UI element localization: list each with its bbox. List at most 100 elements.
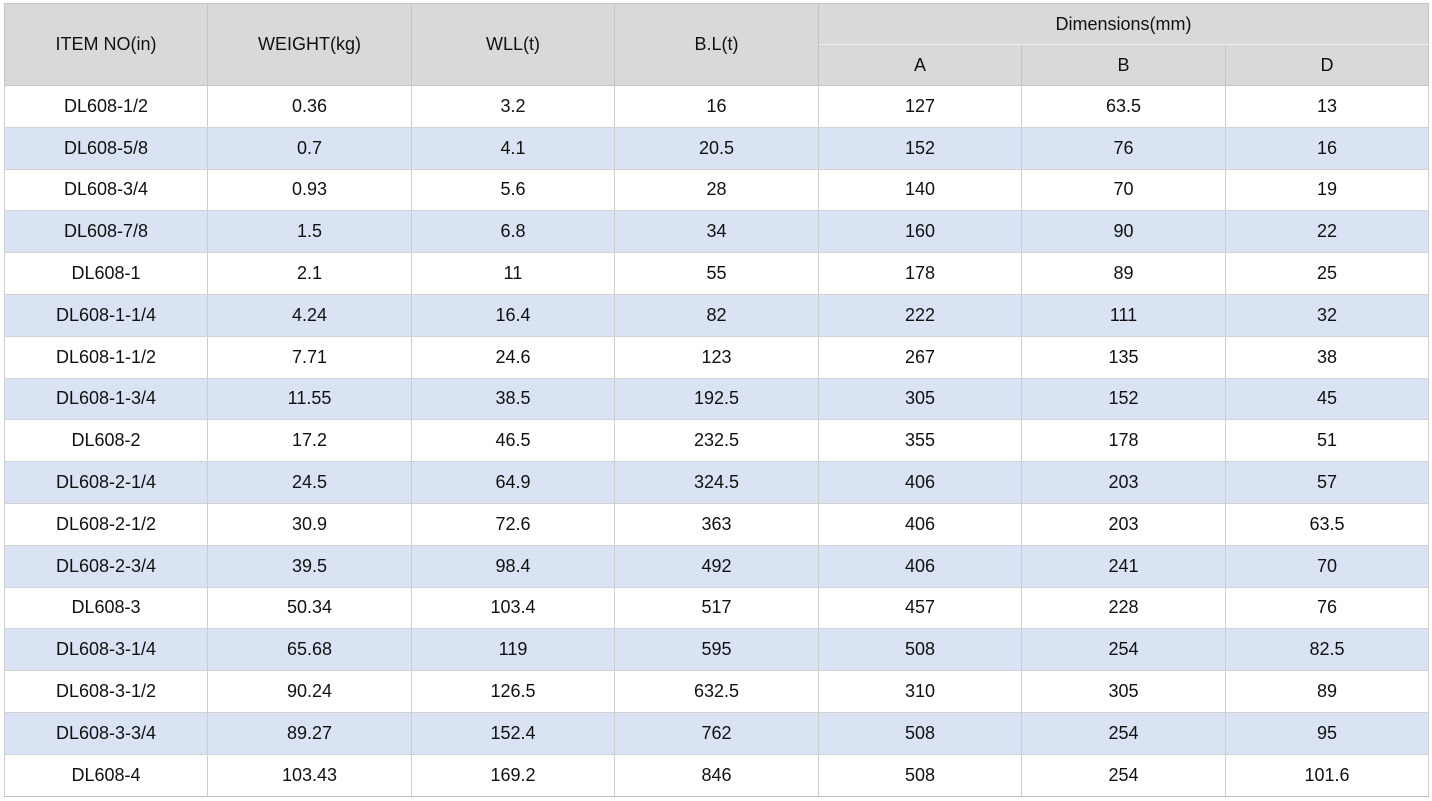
cell-weight: 2.1 bbox=[207, 252, 412, 295]
cell-dim-d: 70 bbox=[1225, 544, 1429, 588]
cell-item-no: DL608-2-1/2 bbox=[4, 502, 208, 546]
header-row-2: A B D bbox=[5, 44, 1429, 86]
cell-breaking-load: 28 bbox=[614, 168, 819, 212]
cell-weight: 30.9 bbox=[207, 502, 412, 546]
cell-wll: 3.2 bbox=[411, 85, 615, 128]
cell-item-no: DL608-3 bbox=[4, 586, 208, 630]
cell-breaking-load: 192.5 bbox=[614, 377, 819, 421]
table-row: DL608-3 50.34 103.4 517 457 228 76 bbox=[4, 586, 1429, 630]
cell-dim-a: 457 bbox=[818, 586, 1022, 630]
cell-dim-b: 203 bbox=[1021, 461, 1226, 504]
table-row: DL608-5/8 0.7 4.1 20.5 152 76 16 bbox=[4, 126, 1429, 170]
cell-dim-d: 22 bbox=[1225, 210, 1429, 254]
cell-dim-a: 222 bbox=[818, 293, 1022, 337]
cell-dim-a: 178 bbox=[818, 252, 1022, 295]
cell-weight: 90.24 bbox=[207, 670, 412, 713]
cell-wll: 11 bbox=[411, 252, 615, 295]
cell-item-no: DL608-4 bbox=[4, 753, 208, 797]
cell-weight: 103.43 bbox=[207, 753, 412, 797]
cell-wll: 38.5 bbox=[411, 377, 615, 421]
table-header: ITEM NO(in) WEIGHT(kg) WLL(t) B.L(t) Dim… bbox=[4, 3, 1429, 86]
header-breaking-load: B.L(t) bbox=[614, 3, 819, 86]
cell-breaking-load: 363 bbox=[614, 502, 819, 546]
table-row: DL608-3/4 0.93 5.6 28 140 70 19 bbox=[4, 168, 1429, 212]
cell-weight: 65.68 bbox=[207, 628, 412, 672]
cell-breaking-load: 517 bbox=[614, 586, 819, 630]
cell-dim-a: 140 bbox=[818, 168, 1022, 212]
cell-weight: 24.5 bbox=[207, 461, 412, 504]
cell-item-no: DL608-2-3/4 bbox=[4, 544, 208, 588]
specification-table: ITEM NO(in) WEIGHT(kg) WLL(t) B.L(t) Dim… bbox=[4, 3, 1429, 797]
cell-wll: 64.9 bbox=[411, 461, 615, 504]
cell-wll: 119 bbox=[411, 628, 615, 672]
cell-dim-b: 90 bbox=[1021, 210, 1226, 254]
cell-weight: 0.93 bbox=[207, 168, 412, 212]
cell-weight: 17.2 bbox=[207, 419, 412, 463]
cell-weight: 0.7 bbox=[207, 126, 412, 170]
cell-breaking-load: 492 bbox=[614, 544, 819, 588]
cell-dim-b: 178 bbox=[1021, 419, 1226, 463]
cell-breaking-load: 632.5 bbox=[614, 670, 819, 713]
cell-breaking-load: 16 bbox=[614, 85, 819, 128]
table-row: DL608-4 103.43 169.2 846 508 254 101.6 bbox=[4, 753, 1429, 797]
cell-dim-d: 13 bbox=[1225, 85, 1429, 128]
cell-dim-a: 267 bbox=[818, 335, 1022, 379]
cell-dim-b: 111 bbox=[1021, 293, 1226, 337]
header-row-1: ITEM NO(in) WEIGHT(kg) WLL(t) B.L(t) Dim… bbox=[4, 3, 1429, 86]
cell-wll: 5.6 bbox=[411, 168, 615, 212]
cell-wll: 4.1 bbox=[411, 126, 615, 170]
cell-breaking-load: 595 bbox=[614, 628, 819, 672]
cell-dim-b: 203 bbox=[1021, 502, 1226, 546]
header-item-no: ITEM NO(in) bbox=[4, 3, 208, 86]
cell-dim-a: 406 bbox=[818, 544, 1022, 588]
cell-dim-a: 127 bbox=[818, 85, 1022, 128]
table-row: DL608-1 2.1 11 55 178 89 25 bbox=[4, 252, 1429, 295]
cell-item-no: DL608-7/8 bbox=[4, 210, 208, 254]
cell-dim-a: 305 bbox=[818, 377, 1022, 421]
cell-item-no: DL608-3/4 bbox=[4, 168, 208, 212]
cell-dim-b: 89 bbox=[1021, 252, 1226, 295]
table-row: DL608-1-1/4 4.24 16.4 82 222 111 32 bbox=[4, 293, 1429, 337]
cell-weight: 4.24 bbox=[207, 293, 412, 337]
cell-weight: 50.34 bbox=[207, 586, 412, 630]
cell-dim-d: 51 bbox=[1225, 419, 1429, 463]
cell-weight: 1.5 bbox=[207, 210, 412, 254]
cell-dim-b: 70 bbox=[1021, 168, 1226, 212]
cell-dim-a: 152 bbox=[818, 126, 1022, 170]
cell-dim-b: 254 bbox=[1021, 711, 1226, 755]
cell-breaking-load: 82 bbox=[614, 293, 819, 337]
cell-item-no: DL608-1-1/4 bbox=[4, 293, 208, 337]
table-row: DL608-3-1/4 65.68 119 595 508 254 82.5 bbox=[4, 628, 1429, 672]
cell-breaking-load: 20.5 bbox=[614, 126, 819, 170]
cell-dim-b: 76 bbox=[1021, 126, 1226, 170]
cell-dim-d: 32 bbox=[1225, 293, 1429, 337]
cell-dim-d: 16 bbox=[1225, 126, 1429, 170]
table-row: DL608-2-1/2 30.9 72.6 363 406 203 63.5 bbox=[4, 502, 1429, 546]
cell-item-no: DL608-2 bbox=[4, 419, 208, 463]
table-row: DL608-7/8 1.5 6.8 34 160 90 22 bbox=[4, 210, 1429, 254]
cell-item-no: DL608-2-1/4 bbox=[4, 461, 208, 504]
cell-dim-d: 95 bbox=[1225, 711, 1429, 755]
cell-wll: 126.5 bbox=[411, 670, 615, 713]
cell-wll: 24.6 bbox=[411, 335, 615, 379]
cell-wll: 103.4 bbox=[411, 586, 615, 630]
cell-dim-b: 305 bbox=[1021, 670, 1226, 713]
cell-dim-a: 508 bbox=[818, 628, 1022, 672]
cell-dim-b: 241 bbox=[1021, 544, 1226, 588]
table-body: DL608-1/2 0.36 3.2 16 127 63.5 13 DL608-5/8 0.7 4… bbox=[4, 85, 1429, 797]
cell-wll: 16.4 bbox=[411, 293, 615, 337]
cell-wll: 46.5 bbox=[411, 419, 615, 463]
header-wll: WLL(t) bbox=[411, 3, 615, 86]
cell-item-no: DL608-1-3/4 bbox=[4, 377, 208, 421]
cell-weight: 0.36 bbox=[207, 85, 412, 128]
cell-dim-b: 254 bbox=[1021, 628, 1226, 672]
spec-table-container: ITEM NO(in) WEIGHT(kg) WLL(t) B.L(t) Dim… bbox=[4, 3, 1429, 797]
cell-item-no: DL608-5/8 bbox=[4, 126, 208, 170]
cell-weight: 11.55 bbox=[207, 377, 412, 421]
header-weight: WEIGHT(kg) bbox=[207, 3, 412, 86]
cell-dim-b: 228 bbox=[1021, 586, 1226, 630]
cell-wll: 6.8 bbox=[411, 210, 615, 254]
cell-wll: 98.4 bbox=[411, 544, 615, 588]
cell-dim-b: 254 bbox=[1021, 753, 1226, 797]
cell-breaking-load: 324.5 bbox=[614, 461, 819, 504]
